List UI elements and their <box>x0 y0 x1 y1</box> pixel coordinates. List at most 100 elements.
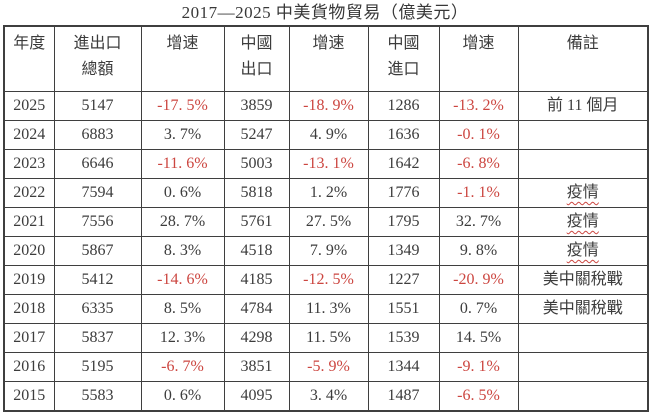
cell-import: 1349 <box>367 236 440 266</box>
table-row: 2015 5583 0. 6% 4095 3. 4% 1487 -6. 5% <box>3 381 649 412</box>
cell-total: 5583 <box>53 381 142 412</box>
cell-total: 7594 <box>53 178 142 208</box>
cell-note: 疫情 <box>517 207 649 237</box>
cell-export-growth: 7. 9% <box>288 236 369 266</box>
cell-export-growth: -13. 1% <box>288 149 369 179</box>
cell-year: 2020 <box>3 236 55 266</box>
cell-total-growth: -6. 7% <box>140 352 225 382</box>
header-import: 中國 進口 <box>367 25 440 92</box>
cell-import: 1551 <box>367 294 440 324</box>
cell-export: 4518 <box>223 236 290 266</box>
table-row: 2018 6335 8. 5% 4784 11. 3% 1551 0. 7% 美… <box>3 294 649 324</box>
cell-total: 5147 <box>53 91 142 121</box>
cell-note: 美中關稅戰 <box>517 294 649 324</box>
cell-import-growth: -9. 1% <box>438 352 519 382</box>
cell-note: 美中關稅戰 <box>517 265 649 295</box>
cell-year: 2025 <box>3 91 55 121</box>
cell-year: 2019 <box>3 265 55 295</box>
cell-note <box>517 381 649 412</box>
table-row: 2019 5412 -14. 6% 4185 -12. 5% 1227 -20.… <box>3 265 649 295</box>
cell-export-growth: 4. 9% <box>288 120 369 150</box>
cell-import: 1227 <box>367 265 440 295</box>
table-row: 2016 5195 -6. 7% 3851 -5. 9% 1344 -9. 1% <box>3 352 649 382</box>
cell-export-growth: 11. 5% <box>288 323 369 353</box>
cell-export: 3851 <box>223 352 290 382</box>
cell-total: 6646 <box>53 149 142 179</box>
cell-note: 疫情 <box>517 178 649 208</box>
cell-total-growth: 0. 6% <box>140 178 225 208</box>
table-row: 2024 6883 3. 7% 5247 4. 9% 1636 -0. 1% <box>3 120 649 150</box>
cell-note <box>517 323 649 353</box>
cell-import-growth: -6. 8% <box>438 149 519 179</box>
cell-export: 3859 <box>223 91 290 121</box>
cell-import-growth: -13. 2% <box>438 91 519 121</box>
cell-export-growth: -18. 9% <box>288 91 369 121</box>
cell-import-growth: -0. 1% <box>438 120 519 150</box>
cell-total-growth: 28. 7% <box>140 207 225 237</box>
cell-export: 4095 <box>223 381 290 412</box>
trade-table: 年度 進出口 總額 增速 中國 出口 增速 中國 進口 增速 備註 2025 5147… <box>3 25 649 412</box>
cell-total-growth: -11. 6% <box>140 149 225 179</box>
cell-export-growth: -5. 9% <box>288 352 369 382</box>
cell-export-growth: 11. 3% <box>288 294 369 324</box>
cell-export: 5003 <box>223 149 290 179</box>
cell-note <box>517 352 649 382</box>
cell-export: 5818 <box>223 178 290 208</box>
cell-import-growth: 14. 5% <box>438 323 519 353</box>
header-total: 進出口 總額 <box>53 25 142 92</box>
cell-year: 2016 <box>3 352 55 382</box>
page-title: 2017—2025 中美貨物貿易（億美元） <box>181 3 469 22</box>
cell-import: 1286 <box>367 91 440 121</box>
cell-year: 2015 <box>3 381 55 412</box>
table-row: 2025 5147 -17. 5% 3859 -18. 9% 1286 -13.… <box>3 91 649 121</box>
table-row: 2023 6646 -11. 6% 5003 -13. 1% 1642 -6. … <box>3 149 649 179</box>
cell-import-growth: -20. 9% <box>438 265 519 295</box>
cell-import: 1776 <box>367 178 440 208</box>
header-year: 年度 <box>3 25 55 92</box>
cell-total: 6883 <box>53 120 142 150</box>
cell-import-growth: 0. 7% <box>438 294 519 324</box>
cell-total-growth: 3. 7% <box>140 120 225 150</box>
cell-import-growth: 32. 7% <box>438 207 519 237</box>
cell-total-growth: 8. 3% <box>140 236 225 266</box>
cell-year: 2018 <box>3 294 55 324</box>
cell-export-growth: 1. 2% <box>288 178 369 208</box>
cell-total: 5867 <box>53 236 142 266</box>
cell-note <box>517 120 649 150</box>
cell-note: 疫情 <box>517 236 649 266</box>
cell-total-growth: 0. 6% <box>140 381 225 412</box>
cell-import-growth: -1. 1% <box>438 178 519 208</box>
cell-note: 前 11 個月 <box>517 91 649 121</box>
cell-total-growth: 8. 5% <box>140 294 225 324</box>
cell-note <box>517 149 649 179</box>
cell-year: 2017 <box>3 323 55 353</box>
table-row: 2022 7594 0. 6% 5818 1. 2% 1776 -1. 1% 疫… <box>3 178 649 208</box>
cell-total-growth: 12. 3% <box>140 323 225 353</box>
cell-total: 6335 <box>53 294 142 324</box>
table-row: 2017 5837 12. 3% 4298 11. 5% 1539 14. 5% <box>3 323 649 353</box>
cell-import: 1539 <box>367 323 440 353</box>
cell-export: 4298 <box>223 323 290 353</box>
header-total-growth: 增速 <box>140 25 225 92</box>
cell-export: 4784 <box>223 294 290 324</box>
cell-total-growth: -14. 6% <box>140 265 225 295</box>
table-row: 2021 7556 28. 7% 5761 27. 5% 1795 32. 7%… <box>3 207 649 237</box>
cell-import: 1795 <box>367 207 440 237</box>
table-header-row: 年度 進出口 總額 增速 中國 出口 增速 中國 進口 增速 備註 <box>3 25 649 92</box>
cell-year: 2021 <box>3 207 55 237</box>
cell-total: 5195 <box>53 352 142 382</box>
cell-year: 2023 <box>3 149 55 179</box>
cell-total-growth: -17. 5% <box>140 91 225 121</box>
cell-import-growth: 9. 8% <box>438 236 519 266</box>
cell-import: 1642 <box>367 149 440 179</box>
table-row: 2020 5867 8. 3% 4518 7. 9% 1349 9. 8% 疫情 <box>3 236 649 266</box>
cell-export: 5247 <box>223 120 290 150</box>
header-import-growth: 增速 <box>438 25 519 92</box>
cell-total: 5837 <box>53 323 142 353</box>
cell-export: 4185 <box>223 265 290 295</box>
cell-year: 2022 <box>3 178 55 208</box>
header-note: 備註 <box>517 25 649 92</box>
cell-import: 1636 <box>367 120 440 150</box>
header-export-growth: 增速 <box>288 25 369 92</box>
cell-export-growth: -12. 5% <box>288 265 369 295</box>
